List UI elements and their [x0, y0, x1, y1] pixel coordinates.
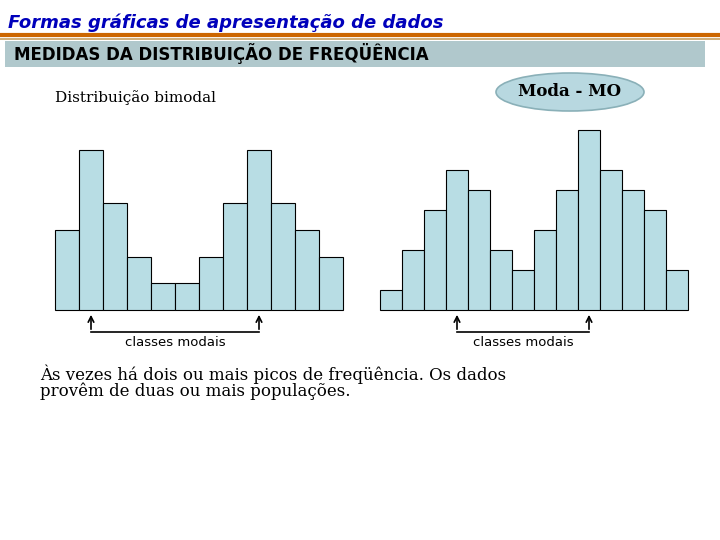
Bar — [490, 250, 512, 310]
Bar — [578, 130, 600, 310]
Bar — [175, 284, 199, 310]
Bar — [271, 204, 295, 310]
Text: classes modais: classes modais — [125, 336, 225, 349]
Bar — [223, 204, 247, 310]
Bar — [319, 256, 343, 310]
Bar — [556, 190, 578, 310]
Text: classes modais: classes modais — [473, 336, 573, 349]
Bar — [424, 210, 446, 310]
Bar — [468, 190, 490, 310]
Bar — [534, 230, 556, 310]
FancyBboxPatch shape — [5, 41, 705, 67]
Text: Às vezes há dois ou mais picos de freqüência. Os dados: Às vezes há dois ou mais picos de freqüê… — [40, 365, 506, 384]
Bar — [380, 290, 402, 310]
Bar — [512, 270, 534, 310]
Bar — [55, 230, 79, 310]
Text: Moda - MO: Moda - MO — [518, 84, 621, 100]
Bar — [295, 230, 319, 310]
Text: Distribuição bimodal: Distribuição bimodal — [55, 90, 216, 105]
Bar — [446, 170, 468, 310]
Bar — [151, 284, 175, 310]
Bar — [600, 170, 622, 310]
Bar — [644, 210, 666, 310]
Bar — [247, 150, 271, 310]
Bar — [666, 270, 688, 310]
Text: Formas gráficas de apresentação de dados: Formas gráficas de apresentação de dados — [8, 13, 444, 31]
Text: MEDIDAS DA DISTRIBUIÇÃO DE FREQÜÊNCIA: MEDIDAS DA DISTRIBUIÇÃO DE FREQÜÊNCIA — [14, 43, 428, 64]
Bar — [199, 256, 223, 310]
Bar — [402, 250, 424, 310]
Bar — [127, 256, 151, 310]
Ellipse shape — [496, 73, 644, 111]
Bar — [79, 150, 103, 310]
Bar — [622, 190, 644, 310]
Text: provêm de duas ou mais populações.: provêm de duas ou mais populações. — [40, 383, 351, 401]
Bar — [103, 204, 127, 310]
